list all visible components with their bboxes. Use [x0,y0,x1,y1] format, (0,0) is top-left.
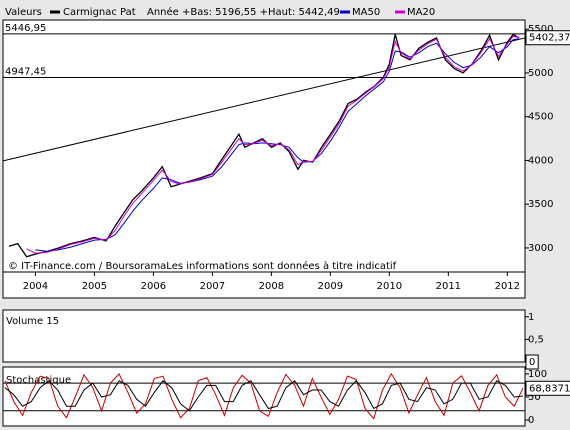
last-value-box [525,30,570,46]
legend-label: MA50 [352,7,380,18]
trend-line [2,37,526,162]
main-panel [2,19,526,299]
x-tick-label: 2005 [82,281,107,292]
footer-note: © IT-Finance.com / BoursoramaLes informa… [8,260,397,272]
last-value-label: 68,8371 [529,383,570,394]
y-tick-label: 3000 [528,243,553,254]
y-tick-label: 0,5 [528,334,544,345]
y-tick-label: 4000 [528,155,553,166]
y-tick-label: 4500 [528,112,553,123]
panel-title: Stochastique [6,375,71,386]
x-tick-label: 2011 [436,281,461,292]
legend-label: MA20 [407,7,435,18]
y-tick-label: 5000 [528,68,553,79]
last-value-box [525,354,539,370]
x-tick-label: 2010 [377,281,402,292]
last-value-box [525,380,570,396]
y-tick-label: 0 [528,415,534,426]
stochastic-panel [2,366,526,427]
x-tick-label: 2007 [200,281,225,292]
reference-label: 5446,95 [5,23,46,34]
legend-label: Carmignac Pat [63,7,136,18]
series-line [4,380,524,412]
series-line [35,38,520,252]
series-line [4,372,524,420]
header-title: Valeurs [5,7,42,18]
last-value-label: 0 [529,357,535,368]
y-tick-label: 100 [528,369,547,380]
x-tick-label: 2004 [23,281,48,292]
volume-panel [2,309,526,363]
x-tick-label: 2006 [141,281,166,292]
x-tick-label: 2009 [318,281,343,292]
x-tick-label: 2008 [259,281,284,292]
y-tick-label: 5500 [528,24,553,35]
panel-title: Volume 15 [6,316,59,327]
series-line [26,35,520,254]
last-value-label: 5402,37 [529,33,570,44]
y-tick-label: 3500 [528,199,553,210]
y-tick-label: 50 [528,392,541,403]
x-tick-label: 2012 [495,281,520,292]
header-range: Année +Bas: 5196,55 +Haut: 5442,49 [147,6,340,18]
y-tick-label: 1 [528,312,534,323]
reference-label: 4947,45 [5,67,46,78]
